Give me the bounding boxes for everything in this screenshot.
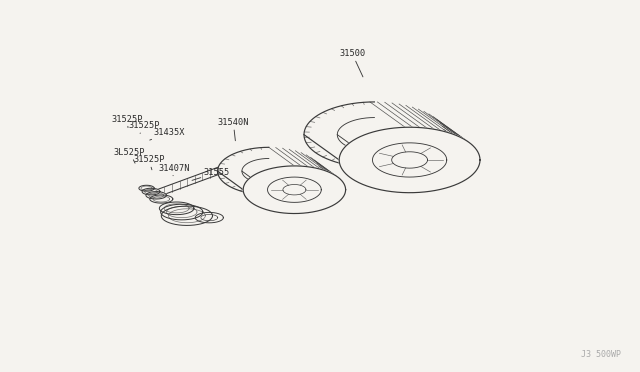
Polygon shape (372, 143, 447, 177)
Text: 31407N: 31407N (159, 164, 190, 176)
Text: 3L525P: 3L525P (114, 148, 145, 163)
Polygon shape (195, 212, 223, 223)
Text: 31555: 31555 (192, 168, 230, 180)
Text: 31540N: 31540N (218, 118, 249, 141)
Polygon shape (159, 202, 194, 215)
Polygon shape (243, 166, 346, 214)
Text: 31435X: 31435X (150, 128, 185, 140)
Polygon shape (161, 204, 203, 220)
Text: J3 500WP: J3 500WP (581, 350, 621, 359)
Text: 31500: 31500 (339, 49, 365, 77)
Polygon shape (146, 192, 166, 199)
Polygon shape (268, 177, 321, 202)
Text: 31525P: 31525P (133, 155, 164, 170)
Polygon shape (150, 195, 173, 203)
Polygon shape (339, 127, 480, 193)
Polygon shape (142, 188, 160, 195)
Polygon shape (139, 185, 154, 191)
Text: 31525P: 31525P (128, 121, 159, 134)
Text: 31525P: 31525P (111, 115, 143, 128)
Polygon shape (161, 206, 212, 225)
